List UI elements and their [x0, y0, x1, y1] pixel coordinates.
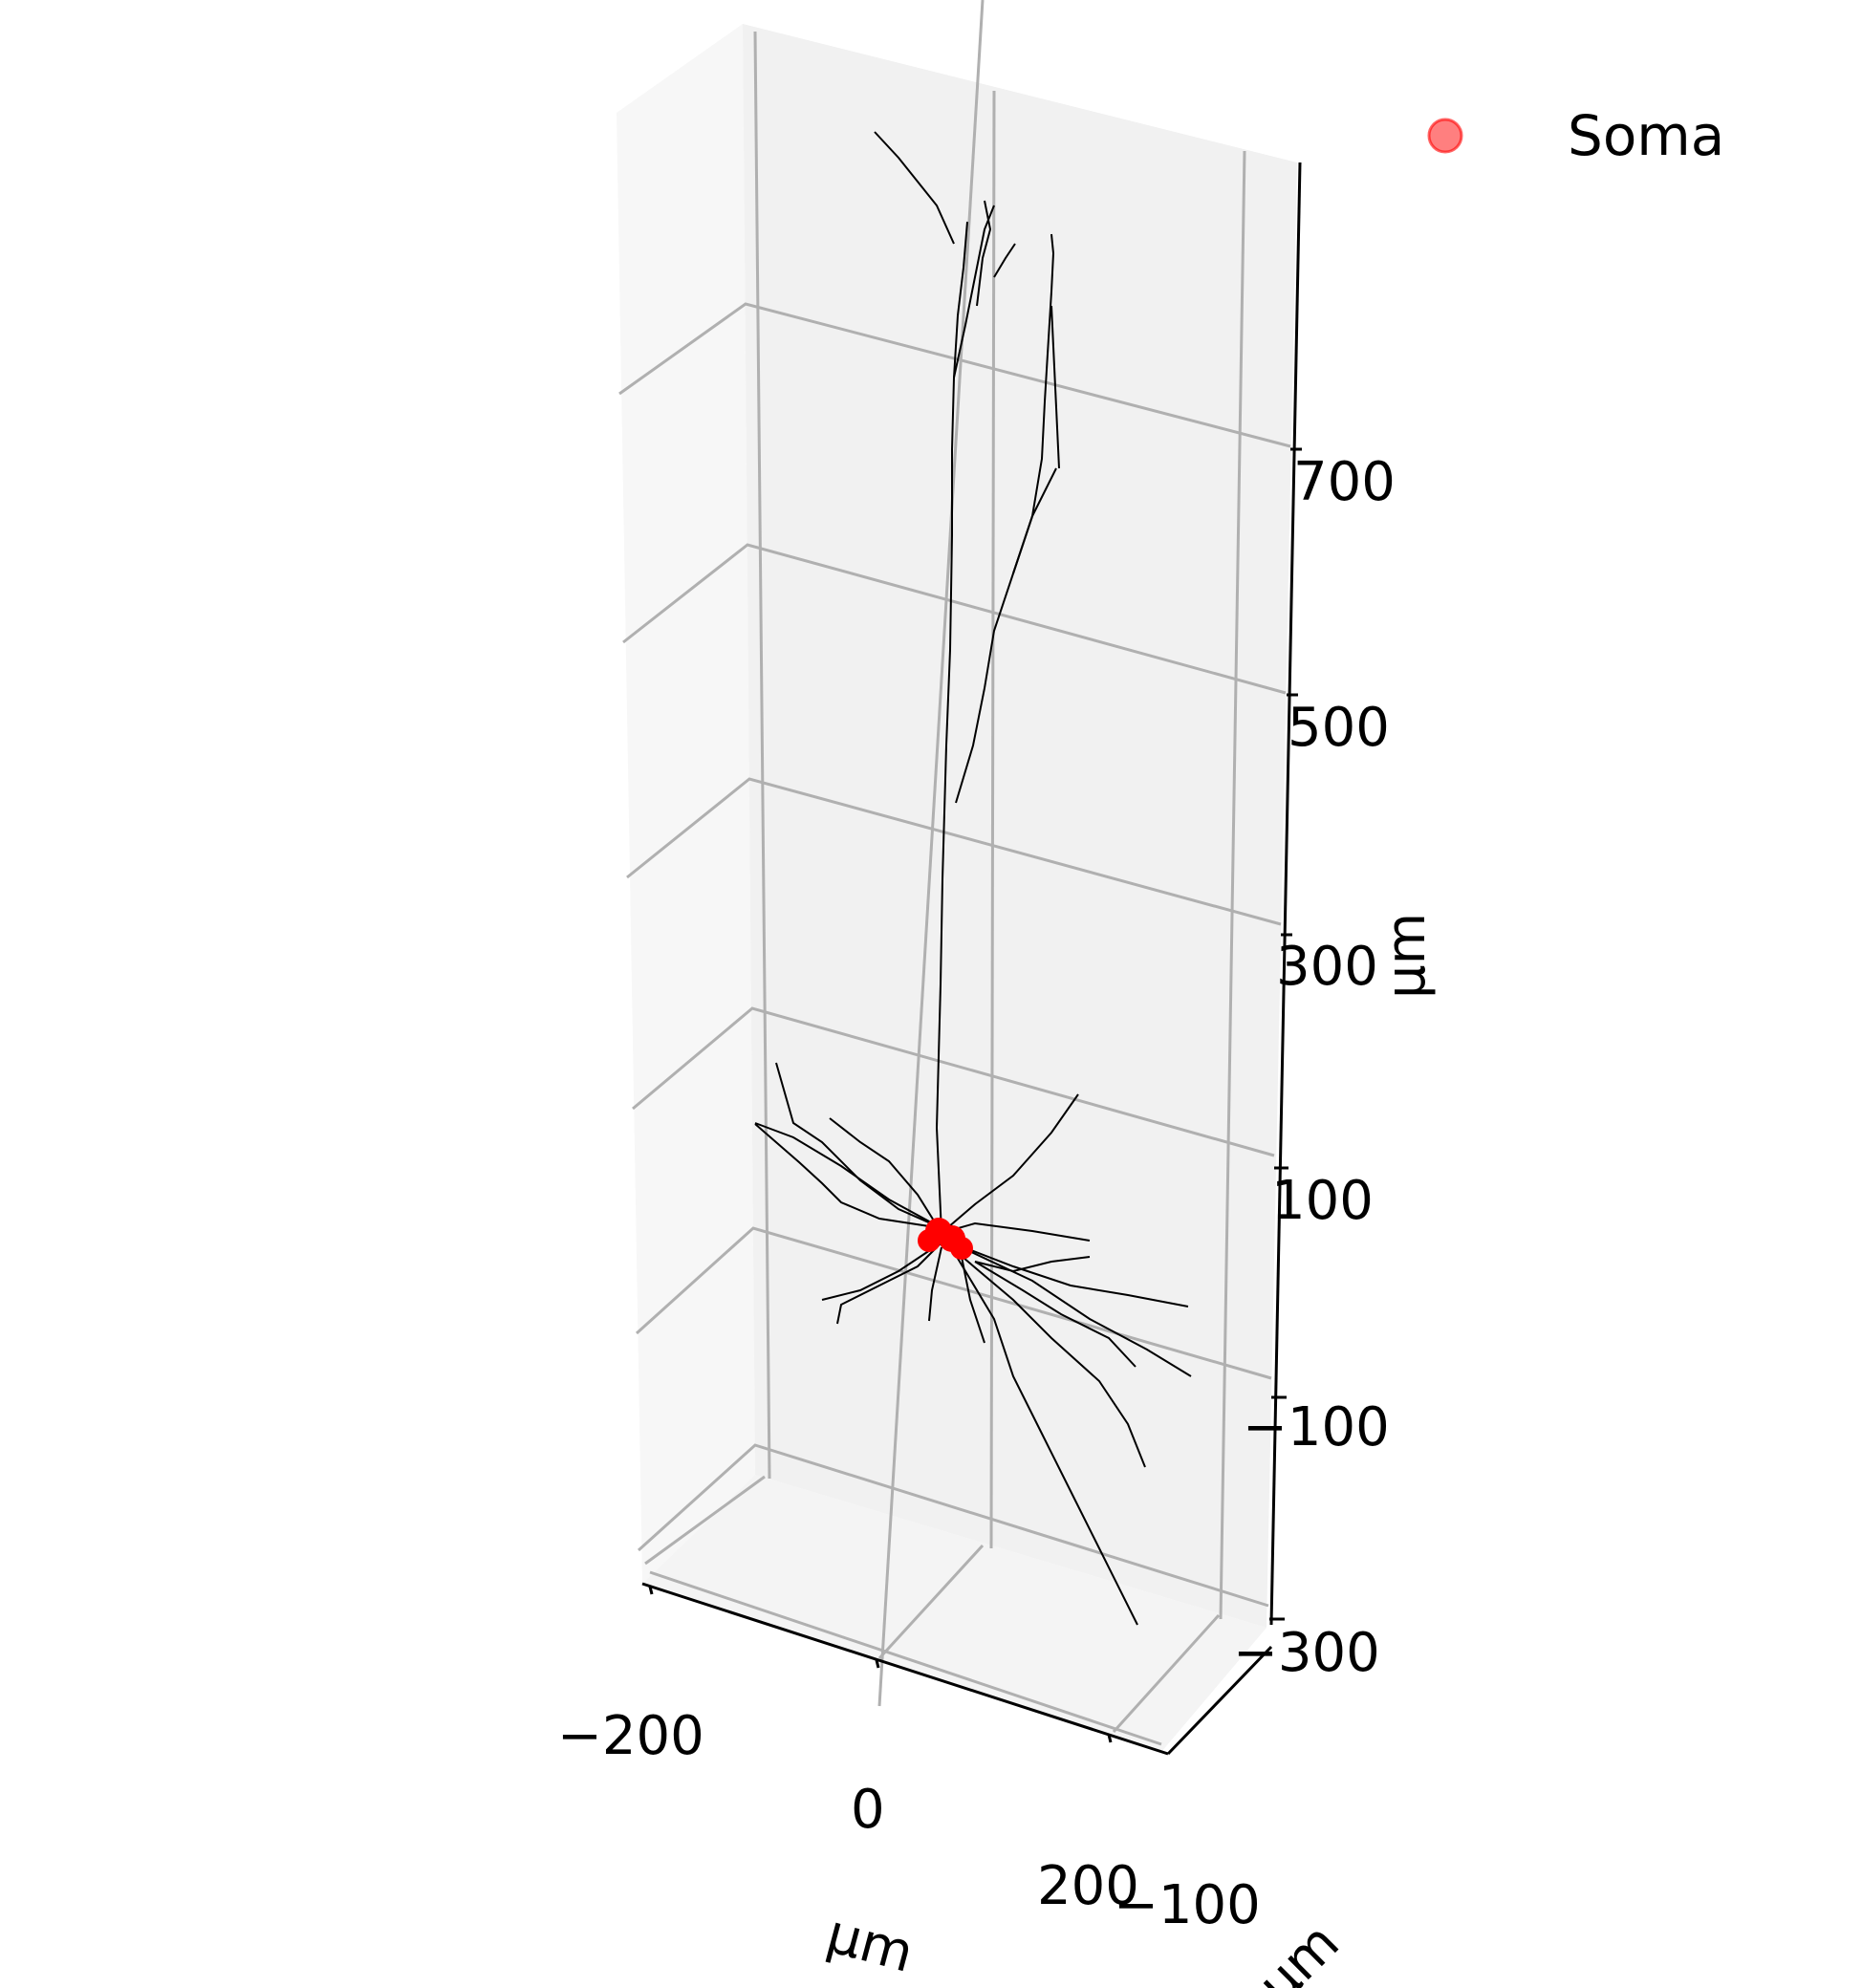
basal-12 — [821, 1242, 942, 1301]
legend-soma-marker — [1427, 118, 1463, 154]
basal-3 — [754, 1123, 942, 1229]
x-axis-label: μm — [820, 1903, 920, 1985]
z-tick-300: 300 — [1276, 936, 1378, 998]
apical-branch-2 — [955, 467, 1057, 804]
back-pane — [743, 24, 1297, 1628]
basal-10 — [950, 1246, 1138, 1626]
basal-16 — [974, 1261, 1137, 1368]
basal-1 — [775, 1062, 942, 1229]
basal-8 — [950, 1242, 1192, 1377]
soma-point — [918, 1229, 941, 1252]
z-tick-500: 500 — [1288, 697, 1390, 759]
basal-11 — [836, 1242, 942, 1325]
z-tick-minus-300: −300 — [1233, 1622, 1380, 1684]
soma-point — [950, 1237, 973, 1260]
z-axis-label: μm — [1375, 913, 1438, 999]
basal-4 — [829, 1117, 942, 1234]
x-tick-200: 200 — [1037, 1855, 1139, 1917]
x-tick-0: 0 — [851, 1779, 885, 1841]
grid-lines — [618, 0, 1291, 1746]
legend-soma-label: Soma — [1568, 103, 1724, 168]
basal-15 — [974, 1256, 1091, 1273]
y-tick-minus-100: −100 — [1114, 1874, 1261, 1936]
neuron-traces — [754, 131, 1192, 1626]
apical-tuft-1 — [874, 131, 955, 245]
z-tick-700: 700 — [1293, 451, 1396, 513]
apical-tuft-4 — [1050, 305, 1060, 469]
apical-trunk — [935, 221, 968, 1234]
basal-5 — [941, 1093, 1079, 1234]
soma-markers — [918, 1218, 973, 1260]
apical-branch-3 — [1012, 233, 1055, 574]
basal-13 — [928, 1246, 942, 1322]
x-tick-labels: −200 0 200 — [557, 1705, 1139, 1917]
z-tick-minus-100: −100 — [1243, 1396, 1390, 1459]
floor-pane — [642, 1475, 1267, 1752]
apical-tuft-3 — [993, 243, 1016, 278]
axis-lines — [641, 162, 1302, 1756]
apical-tuft-2 — [976, 200, 992, 307]
left-pane — [617, 24, 755, 1584]
basal-14 — [960, 1251, 985, 1344]
z-tick-labels: 700 500 300 100 −100 −300 — [1233, 451, 1396, 1684]
legend: Soma — [1427, 103, 1724, 168]
basal-9 — [950, 1246, 1146, 1468]
basal-7 — [950, 1242, 1189, 1307]
z-tick-100: 100 — [1271, 1170, 1374, 1232]
y-axis-label: μm — [1246, 1912, 1352, 1988]
basal-2 — [754, 1122, 942, 1229]
x-tick-minus-200: −200 — [557, 1705, 704, 1767]
